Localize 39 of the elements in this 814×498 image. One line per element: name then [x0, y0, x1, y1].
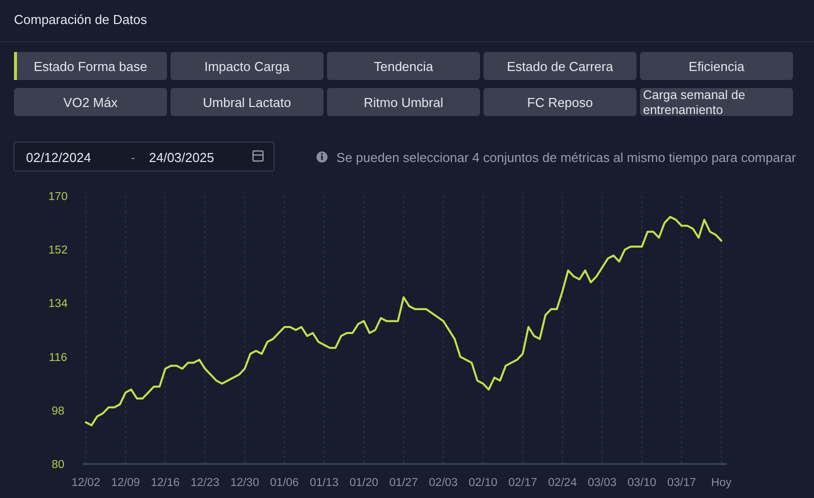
text: 24/03/2025	[149, 150, 214, 165]
x-tick-label: 03/10	[628, 477, 656, 490]
button: Eficiencia	[640, 52, 793, 80]
button: Impacto Carga	[170, 52, 324, 80]
line-series	[84, 216, 722, 426]
y-tick-label: 152	[48, 244, 68, 257]
x-tick-label: 02/03	[428, 477, 458, 490]
x-tick-label: 02/24	[548, 477, 578, 490]
text: -	[130, 150, 136, 165]
button: Ritmo Umbral	[327, 88, 480, 116]
text: 02/12/2024	[26, 150, 92, 165]
y-tick-label: 98	[52, 405, 64, 418]
button: Tendencia	[327, 52, 480, 80]
y-tick-label: 134	[48, 298, 68, 310]
x-tick-label: 01/20	[349, 477, 378, 490]
text: Se pueden seleccionar 4 conjuntos de métricas al mismo tiempo para comparar	[336, 150, 797, 165]
button: Carga semanal de entrenamiento	[640, 88, 793, 117]
x-tick-label: 01/13	[310, 477, 339, 490]
y-tick-label: 116	[48, 352, 68, 364]
x-tick-label: 02/17	[508, 477, 538, 490]
x-tick-label: 12/30	[230, 477, 260, 490]
button: Umbral Lactato	[170, 88, 324, 116]
button: Estado de Carrera	[484, 52, 636, 80]
x-tick-label: 12/16	[150, 477, 180, 490]
y-tick-label: 170	[48, 191, 68, 204]
button: FC Reposo	[484, 88, 636, 116]
button: VO2 Máx	[14, 88, 167, 116]
x-tick-label: 12/09	[111, 477, 140, 490]
x-tick-label: Hoy	[711, 477, 732, 490]
y-tick-label: 80	[52, 459, 64, 472]
x-tick-label: 12/23	[190, 477, 220, 490]
button: Estado Forma base	[14, 52, 167, 80]
chart-title: Comparación de Datos	[14, 12, 148, 27]
x-tick-label: 01/06	[270, 477, 299, 490]
x-tick-label: 02/10	[468, 477, 498, 490]
x-tick-label: 03/03	[588, 477, 617, 490]
x-tick-label: 03/17	[667, 477, 696, 490]
x-tick-label: 12/02	[71, 477, 100, 490]
x-tick-label: 01/27	[389, 477, 418, 490]
